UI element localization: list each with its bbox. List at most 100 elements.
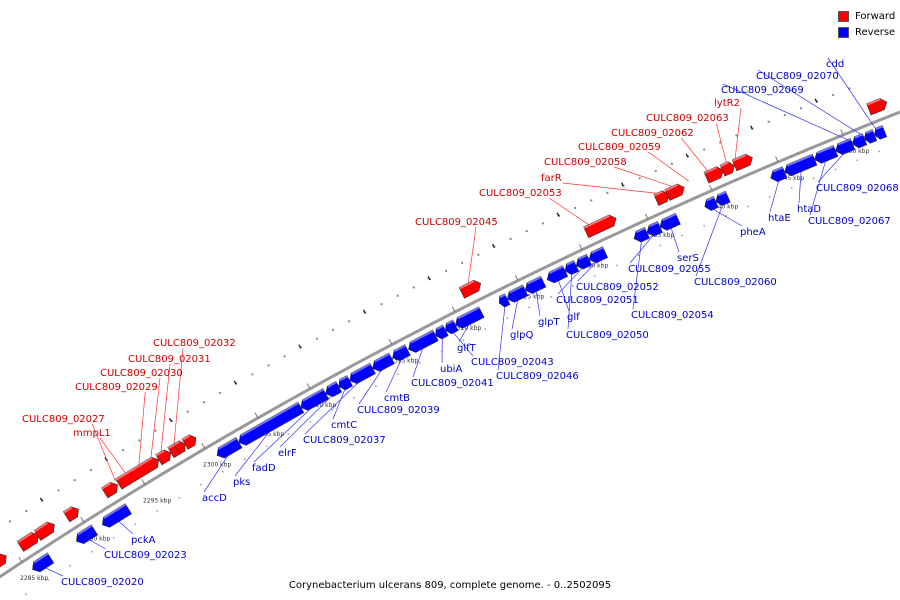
reverse-gene-label[interactable]: cdd (826, 59, 844, 70)
forward-gene-label[interactable]: mmpL1 (73, 428, 111, 439)
reverse-gene-label[interactable]: CULC809_02055 (628, 264, 711, 275)
reverse-gene-label[interactable]: glpQ (510, 330, 533, 341)
reverse-gene-label[interactable]: htaD (797, 204, 821, 215)
reverse-gene-label[interactable]: elrF (278, 448, 297, 459)
reverse-gene-label[interactable]: CULC809_02054 (631, 310, 714, 321)
forward-gene-block[interactable] (664, 182, 687, 201)
reverse-gene-block[interactable] (29, 552, 55, 575)
reverse-gene-label[interactable]: CULC809_02050 (566, 330, 649, 341)
reverse-gene-label[interactable]: glfT (457, 343, 477, 354)
reverse-gene-block[interactable] (545, 265, 569, 285)
reverse-gene-block[interactable] (523, 275, 547, 296)
reverse-gene-label[interactable]: fadD (252, 463, 276, 474)
reverse-gene-block[interactable] (563, 259, 580, 276)
forward-gene-block[interactable] (583, 213, 619, 239)
reverse-gene-block[interactable] (390, 344, 411, 364)
reverse-gene-block[interactable] (298, 388, 330, 413)
forward-gene-label[interactable]: CULC809_02029 (75, 382, 158, 393)
reverse-gene-block[interactable] (370, 352, 395, 374)
reverse-gene-block[interactable] (214, 437, 243, 460)
forward-gene-label[interactable]: CULC809_02027 (22, 414, 105, 425)
reverse-gene-label[interactable]: htaE (768, 213, 791, 224)
reverse-gene-block[interactable] (702, 195, 719, 212)
reverse-gene-block[interactable] (872, 125, 888, 141)
reverse-gene-label[interactable]: glpT (538, 317, 560, 328)
reverse-gene-label[interactable]: CULC809_02051 (556, 295, 639, 306)
reverse-gene-block[interactable] (433, 324, 449, 341)
reverse-gene-label[interactable]: CULC809_02052 (576, 282, 659, 293)
reverse-gene-block[interactable] (850, 133, 868, 150)
forward-gene-block[interactable] (866, 97, 889, 116)
forward-gene-block[interactable] (155, 447, 174, 466)
reverse-gene-block[interactable] (347, 362, 376, 386)
forward-gene-block[interactable] (731, 152, 755, 172)
forward-gene-label[interactable]: CULC809_02045 (415, 217, 498, 228)
reverse-gene-label[interactable]: serS (677, 253, 699, 264)
reverse-gene-label[interactable]: CULC809_02060 (694, 277, 777, 288)
forward-gene-label[interactable]: CULC809_02031 (128, 354, 211, 365)
reverse-gene-block[interactable] (323, 381, 343, 399)
forward-gene-block[interactable] (16, 530, 42, 552)
reverse-gene-label[interactable]: cmtB (384, 393, 410, 404)
forward-gene-label[interactable]: lytR2 (714, 98, 740, 109)
reverse-gene-label[interactable]: ubiA (440, 364, 462, 375)
forward-gene-block[interactable] (653, 189, 672, 206)
reverse-gene-label[interactable]: accD (202, 493, 227, 504)
forward-gene-label[interactable]: CULC809_02030 (100, 368, 183, 379)
forward-gene-block[interactable] (101, 480, 120, 499)
reverse-gene-block[interactable] (632, 226, 650, 244)
forward-gene-label[interactable]: CULC809_02058 (544, 157, 627, 168)
forward-gene-label[interactable]: CULC809_02063 (646, 113, 729, 124)
forward-gene-block[interactable] (719, 160, 737, 177)
forward-gene-label[interactable]: CULC809_02032 (153, 338, 236, 349)
reverse-gene-block[interactable] (862, 129, 878, 145)
reverse-gene-block[interactable] (587, 246, 609, 265)
reverse-gene-block[interactable] (73, 524, 99, 547)
reverse-gene-label[interactable]: CULC809_02067 (808, 216, 891, 227)
reverse-gene-block[interactable] (453, 306, 485, 331)
reverse-gene-label[interactable]: CULC809_02068 (816, 183, 899, 194)
reverse-gene-block[interactable] (336, 375, 353, 392)
reverse-gene-label[interactable]: cmtC (331, 420, 357, 431)
reverse-gene-block[interactable] (236, 401, 305, 448)
forward-gene-block[interactable] (703, 165, 726, 184)
reverse-gene-label[interactable]: CULC809_02039 (357, 405, 440, 416)
forward-gene-block[interactable] (458, 278, 483, 299)
reverse-gene-block[interactable] (833, 138, 856, 156)
forward-gene-label[interactable]: CULC809_02062 (611, 128, 694, 139)
reverse-gene-label[interactable]: CULC809_02043 (471, 357, 554, 368)
forward-gene-block[interactable] (0, 551, 10, 572)
reverse-gene-block[interactable] (644, 220, 663, 238)
forward-gene-label[interactable]: farR (541, 173, 562, 184)
reverse-gene-block[interactable] (99, 503, 132, 530)
reverse-gene-block[interactable] (443, 319, 459, 336)
reverse-gene-block[interactable] (406, 329, 439, 355)
forward-gene-block[interactable] (62, 504, 81, 523)
reverse-gene-label[interactable]: CULC809_02020 (61, 577, 144, 588)
reverse-gene-block[interactable] (497, 293, 511, 309)
reverse-gene-label[interactable]: glf (567, 312, 580, 323)
reverse-gene-block[interactable] (812, 144, 839, 165)
forward-gene-block[interactable] (173, 439, 188, 455)
reverse-gene-label[interactable]: CULC809_02069 (721, 85, 804, 96)
reverse-gene-label[interactable]: CULC809_02070 (756, 71, 839, 82)
reverse-gene-label[interactable]: CULC809_02046 (496, 371, 579, 382)
reverse-gene-block[interactable] (782, 153, 818, 178)
reverse-gene-block[interactable] (713, 190, 731, 207)
reverse-gene-label[interactable]: pheA (740, 227, 766, 238)
forward-gene-block[interactable] (115, 455, 162, 490)
reverse-gene-label[interactable]: pckA (131, 535, 156, 546)
forward-gene-block[interactable] (33, 519, 57, 541)
reverse-gene-label[interactable]: pks (233, 477, 250, 488)
reverse-gene-label[interactable]: CULC809_02041 (411, 378, 494, 389)
reverse-gene-block[interactable] (574, 253, 593, 271)
reverse-gene-block[interactable] (505, 284, 529, 305)
reverse-gene-label[interactable]: CULC809_02023 (104, 550, 187, 561)
reverse-gene-label[interactable]: CULC809_02037 (303, 435, 386, 446)
reverse-gene-block[interactable] (768, 166, 788, 184)
gene-arrow-shape (575, 253, 593, 270)
forward-gene-label[interactable]: CULC809_02053 (479, 188, 562, 199)
forward-gene-label[interactable]: CULC809_02059 (578, 142, 661, 153)
forward-gene-block[interactable] (181, 433, 199, 450)
reverse-gene-block[interactable] (657, 212, 681, 232)
